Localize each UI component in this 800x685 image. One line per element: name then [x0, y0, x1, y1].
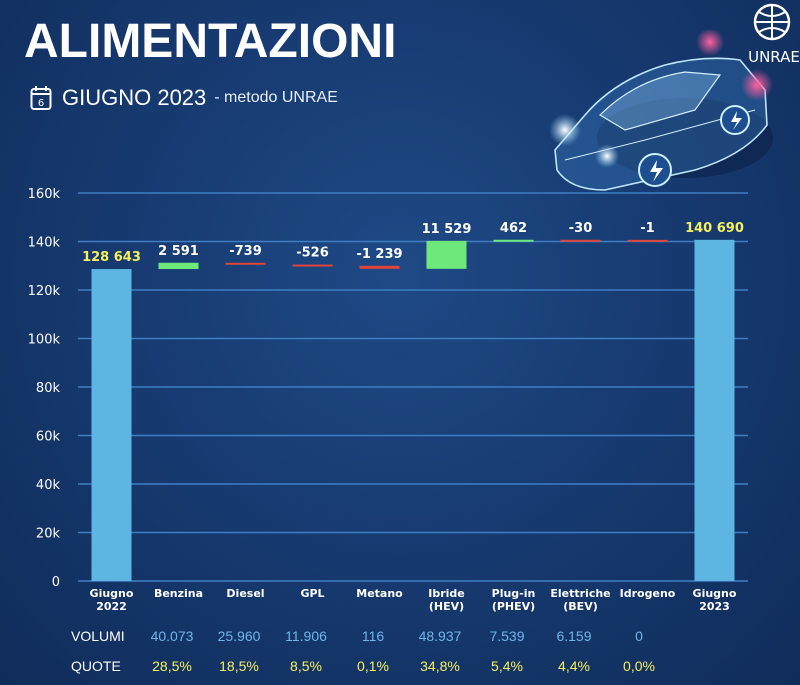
quote-elettriche: 4,4% — [558, 658, 590, 674]
x-tick-label: Idrogeno — [620, 587, 676, 600]
volumi-idrogeno: 0 — [635, 628, 643, 644]
y-tick-label: 0 — [52, 575, 60, 590]
x-tick-label: Elettriche (BEV) — [550, 587, 610, 613]
y-tick-label: 120k — [28, 284, 61, 299]
volumi-label: VOLUMI — [71, 628, 125, 644]
bar — [493, 239, 534, 242]
data-label: -739 — [229, 244, 262, 259]
subtitle-period: GIUGNO 2023 — [62, 85, 207, 110]
volumi-ibride: 48.937 — [418, 628, 462, 644]
quote-benzina: 28,5% — [152, 658, 192, 674]
x-tick-label: Diesel — [226, 587, 264, 600]
data-label: 11 529 — [422, 222, 472, 237]
bar — [158, 262, 199, 270]
y-tick-label: 160k — [28, 187, 61, 202]
quote-idrogeno: 0,0% — [623, 658, 655, 674]
subtitle: 6 GIUGNO 2023 - metodo UNRAE — [30, 83, 338, 113]
quote-ibride: 34,8% — [420, 658, 460, 674]
bar — [426, 240, 467, 269]
data-label: 2 591 — [158, 244, 199, 259]
bar — [359, 265, 400, 269]
bar — [560, 239, 601, 242]
x-tick-label: Giugno 2023 — [693, 587, 737, 613]
bar — [694, 239, 735, 581]
logo-text: UNRAE — [748, 48, 800, 66]
data-label: 140 690 — [685, 221, 744, 236]
quote-plugin: 5,4% — [491, 658, 523, 674]
bar — [91, 269, 132, 581]
x-tick-label: Giugno 2022 — [90, 587, 134, 613]
calendar-day: 6 — [38, 98, 44, 109]
quote-metano: 0,1% — [357, 658, 389, 674]
quote-diesel: 18,5% — [219, 658, 259, 674]
volumi-plugin: 7.539 — [489, 628, 525, 644]
quote-gpl: 8,5% — [290, 658, 322, 674]
x-tick-label: Ibride (HEV) — [428, 587, 465, 613]
volumi-gpl: 11.906 — [285, 628, 327, 644]
subtitle-method: - metodo UNRAE — [214, 89, 338, 106]
y-tick-label: 100k — [28, 333, 61, 348]
y-tick-label: 60k — [36, 430, 61, 445]
bar — [225, 262, 266, 265]
data-label: -30 — [569, 221, 593, 236]
bar — [292, 264, 333, 267]
quote-label: QUOTE — [71, 658, 121, 674]
unrae-logo: UNRAE — [748, 3, 800, 66]
volumi-elettriche: 6.159 — [556, 628, 592, 644]
data-label: 462 — [500, 221, 527, 236]
volumi-benzina: 40.073 — [150, 628, 194, 644]
x-tick-label: GPL — [300, 587, 324, 600]
electric-car-illustration — [549, 30, 773, 191]
y-tick-label: 40k — [36, 478, 61, 493]
y-tick-label: 140k — [28, 236, 61, 251]
volumi-metano: 116 — [361, 628, 385, 644]
bar — [627, 239, 668, 242]
volumi-diesel: 25.960 — [217, 628, 261, 644]
data-label: -1 — [640, 221, 654, 236]
calendar-icon: 6 — [30, 86, 52, 110]
data-label: -1 239 — [356, 247, 402, 262]
x-tick-label: Metano — [356, 587, 403, 600]
page-title: ALIMENTAZIONI — [24, 15, 397, 68]
y-tick-label: 20k — [36, 527, 61, 542]
x-tick-label: Plug-in (PHEV) — [492, 587, 536, 613]
x-tick-label: Benzina — [154, 587, 203, 600]
data-label: -526 — [296, 246, 329, 261]
data-label: 128 643 — [82, 250, 141, 265]
y-tick-label: 80k — [36, 381, 61, 396]
